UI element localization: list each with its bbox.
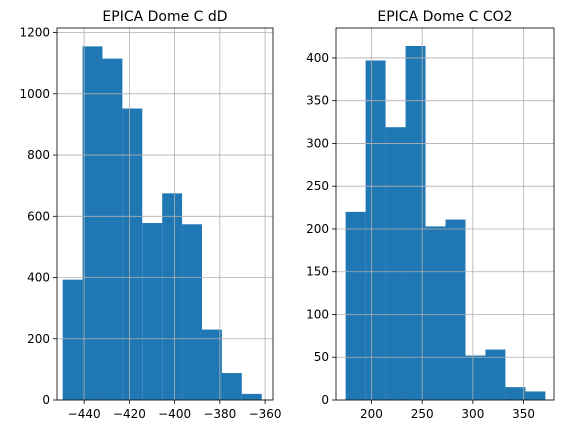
co2-ytick-label-3: 150 [306, 265, 329, 279]
dd-bar-2 [102, 58, 123, 401]
co2-bars [345, 45, 546, 401]
dd-bar-6 [182, 224, 202, 400]
co2-ytick-label-5: 250 [306, 179, 329, 193]
co2-ytick-label-1: 50 [314, 350, 329, 364]
co2-histogram-panel: 200 250 300 350 0 50 100 150 200 250 300 350 400 EPI… [306, 9, 555, 421]
co2-ytick-label-4: 200 [306, 222, 329, 236]
dd-ytick-label-5: 1000 [19, 87, 50, 101]
dd-ytick-label-2: 400 [27, 271, 50, 285]
dd-bar-7 [201, 329, 222, 400]
co2-bar-5 [445, 219, 466, 400]
dd-axes-frame [56, 27, 274, 401]
dd-xtick-label-3: −380 [203, 407, 236, 421]
dd-bar-4 [142, 223, 163, 400]
dd-ytick-label-0: 0 [42, 393, 50, 407]
dd-ytick-label-3: 600 [27, 209, 50, 223]
co2-bar-0 [345, 211, 366, 400]
co2-bar-7 [485, 349, 506, 400]
dd-bar-0 [62, 279, 83, 400]
dd-bar-3 [122, 108, 143, 400]
dd-xtick-label-4: −360 [249, 407, 282, 421]
co2-ytick-label-0: 0 [321, 393, 329, 407]
co2-bar-3 [405, 45, 426, 401]
dd-xtick-label-1: −420 [113, 407, 146, 421]
co2-bar-1 [365, 60, 386, 400]
dd-ytick-label-6: 1200 [19, 26, 50, 40]
co2-bar-4 [425, 226, 446, 400]
dd-bar-8 [221, 373, 242, 400]
co2-xtick-label-1: 250 [411, 407, 434, 421]
dd-xtick-label-0: −440 [68, 407, 101, 421]
co2-bar-2 [385, 127, 406, 400]
dd-ytick-label-4: 800 [27, 148, 50, 162]
dd-bar-1 [82, 46, 103, 401]
co2-xtick-label-0: 200 [360, 407, 383, 421]
dd-ytick-label-1: 200 [27, 332, 50, 346]
co2-ytick-label-6: 300 [306, 136, 329, 150]
dd-bar-5 [162, 193, 183, 400]
co2-axes-frame [335, 27, 555, 401]
dd-bar-9 [241, 393, 262, 400]
dd-chart-title: EPICA Dome C dD [102, 9, 227, 25]
co2-bar-6 [465, 355, 486, 400]
dd-histogram-panel: −440 −420 −400 −380 −360 0 200 400 600 800 1000 120… [19, 9, 281, 421]
co2-bar-8 [505, 387, 526, 400]
co2-chart-title: EPICA Dome C CO2 [377, 9, 512, 25]
dd-bars [62, 46, 262, 401]
co2-ytick-label-7: 350 [306, 94, 329, 108]
co2-ytick-label-2: 100 [306, 307, 329, 321]
dd-xtick-label-2: −400 [158, 407, 191, 421]
co2-xtick-label-3: 350 [512, 407, 535, 421]
co2-ytick-label-8: 400 [306, 51, 329, 65]
co2-bar-9 [525, 391, 546, 400]
co2-xtick-label-2: 300 [461, 407, 484, 421]
dd-ticks: −440 −420 −400 −380 −360 0 200 400 600 800 1000 120… [19, 26, 281, 421]
